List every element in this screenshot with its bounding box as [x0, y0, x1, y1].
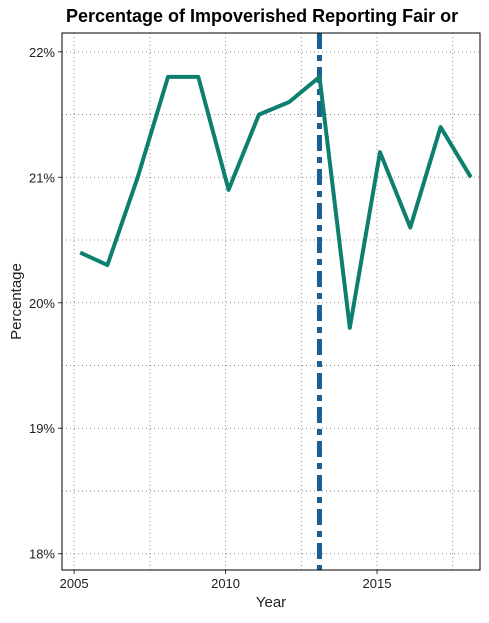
chart-title: Percentage of Impoverished Reporting Fai…: [66, 6, 458, 26]
y-tick-label: 18%: [29, 547, 55, 562]
x-axis-ticks: 2005 2010 2015: [60, 570, 392, 591]
series-line: [79, 74, 473, 330]
x-tick-label: 2015: [363, 576, 392, 591]
series-layer: [79, 74, 473, 330]
y-axis-title: Percentage: [8, 263, 25, 340]
x-tick-label: 2005: [60, 576, 89, 591]
y-tick-label: 22%: [29, 45, 55, 60]
y-tick-label: 21%: [29, 170, 55, 185]
grid: [62, 33, 480, 570]
panel-border: [61, 32, 481, 571]
x-tick-label: 2010: [211, 576, 240, 591]
y-tick-label: 19%: [29, 421, 55, 436]
y-tick-label: 20%: [29, 296, 55, 311]
x-axis-title: Year: [256, 594, 286, 611]
y-axis-ticks: 18% 19% 20% 21% 22%: [29, 45, 62, 562]
